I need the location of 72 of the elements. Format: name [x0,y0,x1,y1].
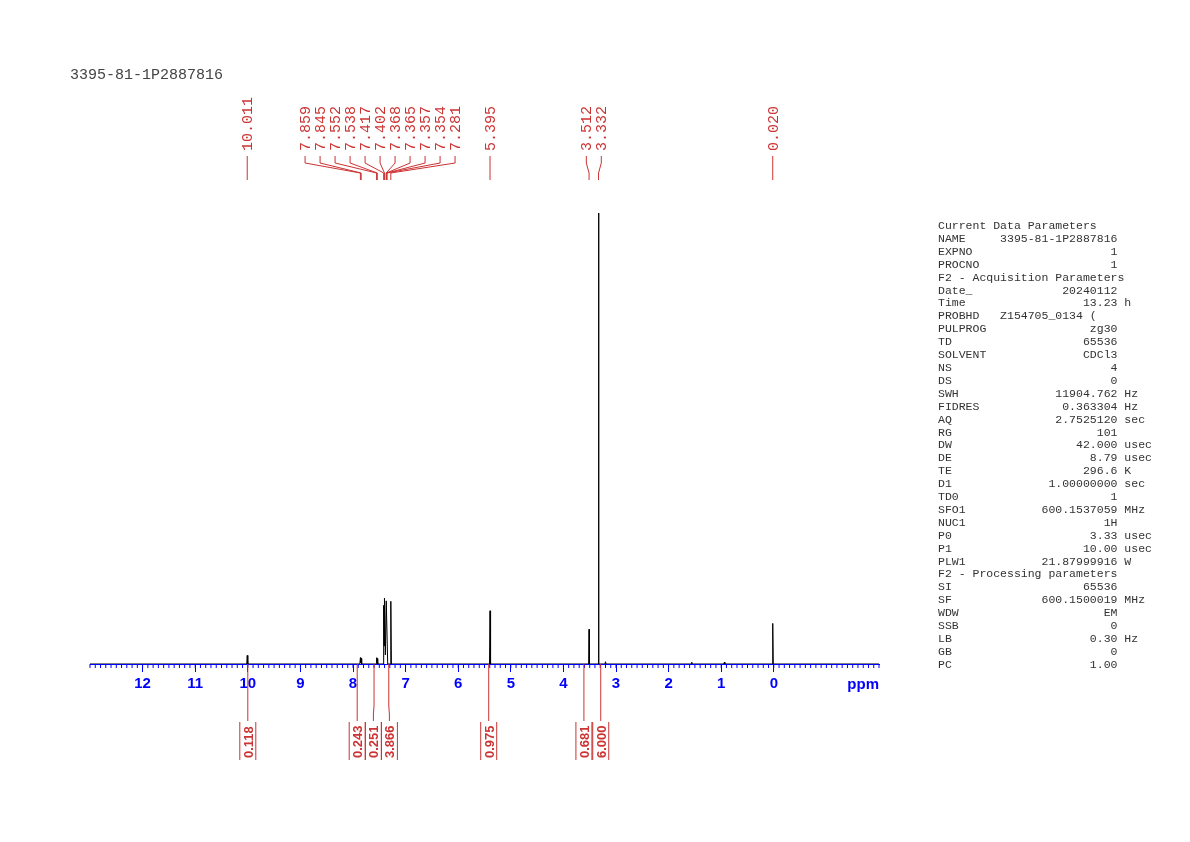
x-tick-label: 11 [187,674,204,692]
text: DW 42.000 usec [938,438,1152,453]
text: PC 1.00 [938,657,1119,672]
text: Time 13.23 h [938,296,1133,311]
text: GB 0 [938,644,1119,659]
text: F2 - Acquisition Parameters [938,270,1126,285]
text: SFO1 600.1537059 MHz [938,502,1147,517]
text: RG 101 [938,425,1119,440]
text: DE 8.79 usec [938,451,1152,466]
annotation: 3.866 [382,725,398,758]
text: SF 600.1500019 MHz [938,593,1147,608]
text: EXPNO 1 [938,244,1119,259]
text: Current Data Parameters [938,219,1098,233]
annotation: 10.011 [240,96,258,151]
text: SWH 11904.762 Hz [938,386,1140,401]
text: P0 3.33 usec [938,528,1152,543]
text: DS 0 [938,373,1119,388]
x-tick-label: 6 [454,674,463,692]
text: TE 296.6 K [938,464,1133,479]
text: PROCNO 1 [938,257,1119,272]
annotation: 7.357 [418,105,436,151]
text: SOLVENT CDCl3 [938,348,1119,362]
text: TD 65536 [938,335,1119,350]
text: PROBHD Z154705_0134 ( [938,309,1098,324]
annotation: 3.332 [594,105,612,151]
annotation: 3.512 [579,105,597,151]
text: WDW EM [938,606,1119,621]
x-tick-label: 3 [611,674,621,692]
text: AQ 2.7525120 sec [938,412,1147,427]
text: Date_ 20240112 [938,283,1119,298]
text: P1 10.00 usec [938,541,1152,556]
annotation: 0.251 [366,725,382,758]
annotation: 0.975 [481,725,497,758]
annotation: 7.354 [433,105,451,151]
annotation: 7.845 [313,105,331,151]
x-tick-label: 1 [717,674,726,692]
x-tick-label: 7 [401,674,410,692]
x-tick-label: 8 [348,674,358,692]
x-tick-label: 9 [296,674,305,692]
text: TD0 1 [938,490,1119,504]
text: NUC1 1H [938,515,1119,530]
text: PULPROG zg30 [938,322,1119,337]
annotation: 7.402 [373,105,391,151]
text: PLW1 21.87999916 W [938,554,1133,569]
annotation: 5.395 [483,105,501,151]
text: NAME 3395-81-1P2887816 [938,231,1119,246]
text: NS 4 [938,360,1119,375]
annotation: 7.538 [343,105,361,151]
x-axis-title: ppm [847,674,879,692]
annotation: 7.281 [448,105,466,151]
annotation: 0.020 [765,105,783,151]
text: D1 1.00000000 sec [938,477,1147,492]
annotation: 7.552 [328,105,346,151]
annotation: 0.118 [240,726,256,758]
x-tick-label: 0 [769,674,778,692]
annotation: 6.000 [593,725,609,758]
text: FIDRES 0.363304 Hz [938,399,1140,414]
text: LB 0.30 Hz [938,632,1140,646]
text: F2 - Processing parameters [938,567,1119,582]
x-tick-label: 12 [134,674,151,692]
annotation: 7.859 [298,105,316,151]
text: SI 65536 [938,580,1119,595]
annotation: 7.368 [388,105,406,151]
x-tick-label: 4 [559,674,569,692]
x-tick-label: 5 [506,674,515,692]
text: SSB 0 [938,619,1119,633]
x-tick-label: 2 [664,674,673,692]
annotation: 0.681 [576,725,592,758]
chart-title: 3395-81-1P2887816 [70,67,224,84]
annotation: 0.243 [350,725,366,758]
annotation: 7.365 [403,105,421,151]
annotation: 7.417 [358,105,376,151]
